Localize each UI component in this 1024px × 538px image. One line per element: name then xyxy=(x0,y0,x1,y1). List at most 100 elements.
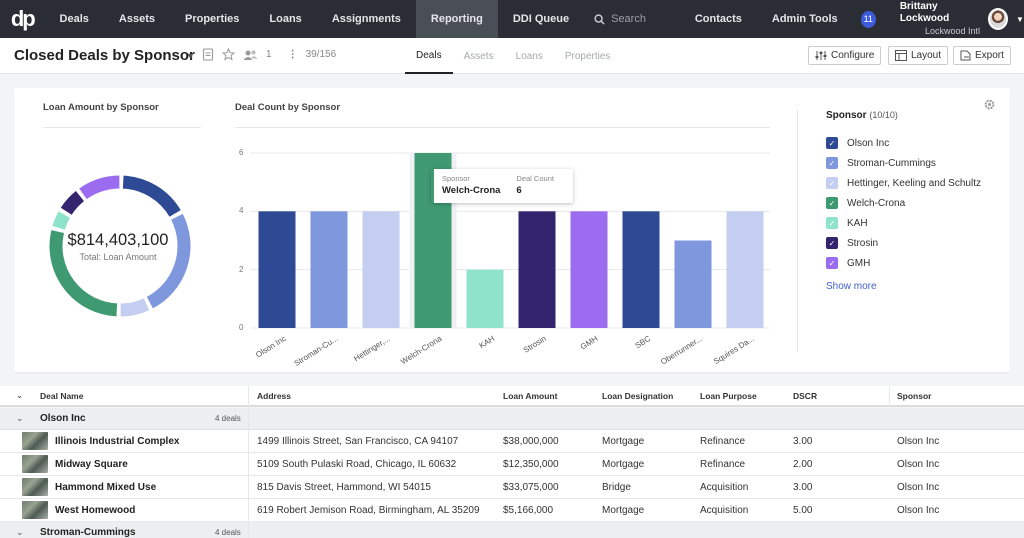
column-separator xyxy=(889,386,890,407)
bar-7[interactable] xyxy=(622,211,660,328)
donut-slice[interactable] xyxy=(122,175,181,217)
legend-item[interactable]: ✓ Hettinger, Keeling and Schultz xyxy=(826,173,1006,193)
checkbox-checked-icon[interactable]: ✓ xyxy=(826,177,838,189)
report-tabs: Deals Assets Loans Properties xyxy=(405,38,621,74)
table-row[interactable]: Midway Square 5109 South Pulaski Road, Ch… xyxy=(0,453,1024,476)
col-loan-designation[interactable]: Loan Designation xyxy=(602,391,674,401)
group-row[interactable]: ⌄ Olson Inc 4 deals xyxy=(0,408,1024,430)
avatar[interactable] xyxy=(988,8,1009,30)
star-icon[interactable] xyxy=(222,48,235,61)
nav-item-admin-tools[interactable]: Admin Tools xyxy=(771,13,838,25)
table-cell[interactable]: Illinois Industrial Complex xyxy=(55,436,180,447)
checkbox-checked-icon[interactable]: ✓ xyxy=(826,237,838,249)
property-thumbnail xyxy=(22,432,48,450)
table-row[interactable]: Hammond Mixed Use 815 Davis Street, Hammo… xyxy=(0,476,1024,499)
nav-item-ddi-queue[interactable]: DDI Queue xyxy=(512,13,570,25)
donut-slice[interactable] xyxy=(49,230,118,317)
bar-5[interactable] xyxy=(518,211,556,328)
legend-label: Olson Inc xyxy=(847,137,890,149)
tab-properties[interactable]: Properties xyxy=(564,50,611,62)
show-more-link[interactable]: Show more xyxy=(826,281,877,292)
bar-4[interactable] xyxy=(466,269,504,328)
col-deal-name[interactable]: Deal Name xyxy=(40,391,84,401)
table-cell[interactable]: Hammond Mixed Use xyxy=(55,482,157,493)
chevron-down-icon[interactable]: ⌄ xyxy=(16,413,24,423)
table-cell[interactable]: Midway Square xyxy=(55,459,128,470)
checkbox-checked-icon[interactable]: ✓ xyxy=(826,157,838,169)
table-cell: 619 Robert Jemison Road, Birmingham, AL … xyxy=(257,505,480,516)
table-cell: Mortgage xyxy=(602,505,645,516)
table-header: ⌄ Deal Name Address Loan Amount Loan Des… xyxy=(0,386,1024,407)
checkbox-checked-icon[interactable]: ✓ xyxy=(826,197,838,209)
user-info[interactable]: Brittany Lockwood Lockwood Intl xyxy=(900,1,980,37)
document-icon[interactable] xyxy=(202,48,214,61)
donut-slice[interactable] xyxy=(120,298,150,317)
title-dropdown-icon[interactable]: ▼ xyxy=(186,51,195,61)
nav-item-loans[interactable]: Loans xyxy=(269,13,302,25)
sponsor-legend: Sponsor (10/10) ✓ Olson Inc ✓ Stroman-Cummi… xyxy=(826,110,1006,292)
col-address[interactable]: Address xyxy=(257,391,292,401)
nav-item-deals[interactable]: Deals xyxy=(59,13,89,25)
col-dscr[interactable]: DSCR xyxy=(793,391,818,401)
legend-item[interactable]: ✓ KAH xyxy=(826,213,1006,233)
legend-item[interactable]: ✓ Stroman-Cummings xyxy=(826,153,1006,173)
tooltip-sponsor-value: Welch-Crona xyxy=(442,185,501,196)
property-thumbnail xyxy=(22,455,48,473)
users-icon[interactable] xyxy=(243,49,258,61)
notification-badge[interactable]: 11 xyxy=(860,10,876,28)
legend-item[interactable]: ✓ Welch-Crona xyxy=(826,193,1006,213)
legend-item[interactable]: ✓ GMH xyxy=(826,253,1006,273)
record-count: 39/156 xyxy=(305,49,337,60)
donut-title: Loan Amount by Sponsor xyxy=(43,102,159,113)
nav-item-properties[interactable]: Properties xyxy=(184,13,240,25)
nav-item-assets[interactable]: Assets xyxy=(118,13,155,25)
checkbox-checked-icon[interactable]: ✓ xyxy=(826,217,838,229)
gear-icon[interactable] xyxy=(983,98,996,111)
bar-8[interactable] xyxy=(674,240,712,329)
configure-button[interactable]: Configure xyxy=(808,46,882,65)
tab-deals[interactable]: Deals xyxy=(405,38,453,74)
configure-label: Configure xyxy=(831,50,875,61)
legend-item[interactable]: ✓ Strosin xyxy=(826,233,1006,253)
layout-button[interactable]: Layout xyxy=(888,46,949,65)
sliders-icon xyxy=(815,51,827,60)
table-cell[interactable]: West Homewood xyxy=(55,505,136,516)
col-sponsor[interactable]: Sponsor xyxy=(897,391,932,401)
bar-2[interactable] xyxy=(362,211,400,328)
checkbox-checked-icon[interactable]: ✓ xyxy=(826,257,838,269)
donut-slice[interactable] xyxy=(79,175,120,200)
tab-loans[interactable]: Loans xyxy=(515,50,543,62)
legend-count: (10/10) xyxy=(869,110,898,120)
nav-search[interactable]: Search xyxy=(584,0,680,38)
property-thumbnail xyxy=(22,478,48,496)
app-logo[interactable]: dp xyxy=(10,6,36,31)
group-row[interactable]: ⌄ Stroman-Cummings 4 deals xyxy=(0,522,1024,538)
legend-label: Stroman-Cummings xyxy=(847,157,936,169)
col-loan-purpose[interactable]: Loan Purpose xyxy=(700,391,757,401)
table-row[interactable]: Illinois Industrial Complex 1499 Illinois… xyxy=(0,430,1024,453)
nav-item-assignments[interactable]: Assignments xyxy=(331,13,401,25)
export-button[interactable]: Export xyxy=(953,46,1011,65)
group-count: 4 deals xyxy=(215,528,241,537)
donut-slice[interactable] xyxy=(146,213,191,309)
table-row[interactable]: West Homewood 619 Robert Jemison Road, Bi… xyxy=(0,499,1024,522)
bar-6[interactable] xyxy=(570,211,608,328)
table-cell: Bridge xyxy=(602,482,631,493)
col-loan-amount[interactable]: Loan Amount xyxy=(503,391,558,401)
donut-center: $814,403,100 Total: Loan Amount xyxy=(48,231,188,262)
chevron-down-icon[interactable]: ▼ xyxy=(1016,14,1024,24)
checkbox-checked-icon[interactable]: ✓ xyxy=(826,137,838,149)
bar-1[interactable] xyxy=(310,211,348,328)
nav-item-reporting[interactable]: Reporting xyxy=(415,0,498,38)
donut-slice[interactable] xyxy=(60,191,85,215)
legend-item[interactable]: ✓ Olson Inc xyxy=(826,133,1006,153)
table-cell: 5109 South Pulaski Road, Chicago, IL 606… xyxy=(257,459,457,470)
chevron-down-icon[interactable]: ⌄ xyxy=(16,527,24,537)
tab-assets[interactable]: Assets xyxy=(463,50,494,62)
nav-item-contacts[interactable]: Contacts xyxy=(694,13,742,25)
bar-0[interactable] xyxy=(258,211,296,328)
bar-9[interactable] xyxy=(726,211,764,328)
donut-slice[interactable] xyxy=(52,211,70,230)
collapse-all-icon[interactable]: ⌄ xyxy=(16,390,24,400)
more-vertical-icon[interactable]: ⋮ xyxy=(287,49,298,60)
